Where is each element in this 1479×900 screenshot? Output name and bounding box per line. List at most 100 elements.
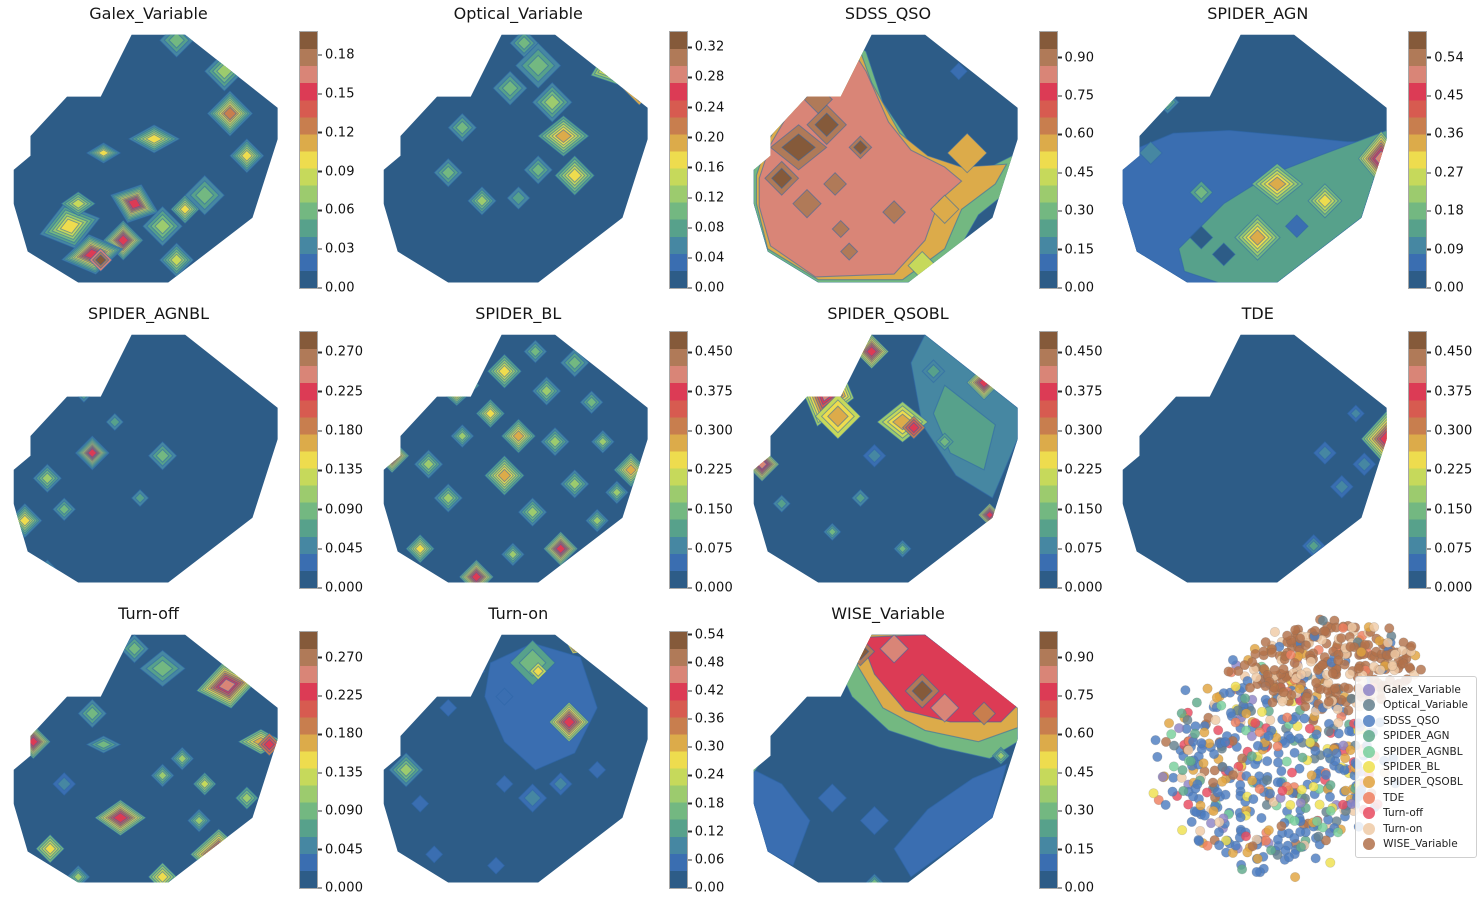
colorbar-tick-label: 0.30	[1064, 803, 1095, 819]
colorbar-tick: 0.48	[687, 655, 725, 670]
legend-item: WISE_Variable	[1363, 837, 1468, 850]
colorbar-tick-label: 0.270	[325, 344, 364, 360]
tick-mark	[1057, 508, 1062, 511]
colorbar-tick: 0.150	[1427, 502, 1472, 517]
colorbar-tick-label: 0.45	[1064, 165, 1095, 181]
colorbar-tick-label: 0.00	[1064, 280, 1095, 296]
colorbar-gradient	[299, 631, 318, 889]
colorbar-tick: 0.30	[1057, 204, 1095, 219]
colorbar-tick: 0.375	[687, 384, 733, 399]
colorbar-tick-label: 0.000	[325, 580, 364, 596]
colorbar-tick: 0.450	[687, 345, 733, 360]
colorbar-tick: 0.225	[318, 689, 363, 704]
tick-mark	[687, 548, 692, 550]
colorbar-tick-label: 0.54	[694, 627, 725, 643]
colorbar-tick-label: 0.32	[694, 39, 725, 55]
tick-mark	[1427, 351, 1432, 354]
panel-title: SPIDER_QSOBL	[827, 304, 949, 323]
tick-mark	[318, 656, 322, 659]
tick-mark	[1427, 133, 1432, 136]
contour-panel-spider-bl: SPIDER_BL 0.000 0.075 0.150 0.225 0.300 0.375 0…	[370, 300, 740, 600]
colorbar: 0.00 0.06 0.12 0.18 0.24 0.30 0.36 0.42 0.48 0.54	[668, 627, 735, 896]
colorbar-tick-label: 0.090	[325, 502, 364, 517]
tick-mark	[1427, 248, 1432, 251]
colorbar-tick-label: 0.45	[1434, 88, 1464, 104]
colorbar-tick: 0.270	[318, 650, 363, 665]
colorbar-tick-label: 0.045	[325, 541, 364, 557]
tick-mark	[318, 430, 322, 432]
tick-mark	[1057, 56, 1062, 59]
colorbar-tick-label: 0.270	[325, 650, 364, 666]
colorbar-tick: 0.03	[318, 242, 355, 257]
colorbar-tick-label: 0.180	[325, 423, 364, 439]
tick-mark	[687, 166, 692, 169]
colorbar-tick-label: 0.75	[1064, 88, 1095, 104]
colorbar-tick-label: 0.09	[325, 164, 355, 180]
colorbar-tick: 0.75	[1057, 688, 1095, 704]
contour-plot	[1122, 34, 1388, 283]
contour-panel-wise-variable: WISE_Variable 0.00 0.15 0.30 0.45 0.60 0.75 0.9…	[740, 600, 1110, 900]
tick-mark	[687, 859, 692, 861]
panel-body: 0.000 0.075 0.150 0.225 0.300 0.375 0.450	[1117, 329, 1474, 596]
tick-mark	[687, 351, 692, 354]
colorbar-tick: 0.300	[1427, 424, 1472, 439]
legend-item-label: Optical_Variable	[1383, 699, 1468, 712]
panel-title: SPIDER_BL	[475, 304, 562, 323]
colorbar-tick: 0.225	[687, 462, 733, 478]
tick-mark	[1427, 95, 1432, 97]
contour-plot	[753, 334, 1018, 583]
tick-mark	[687, 106, 692, 109]
colorbar-tick: 0.090	[318, 502, 363, 517]
colorbar-tick: 0.00	[1057, 280, 1095, 296]
tick-mark	[318, 810, 322, 812]
colorbar-tick: 0.375	[1427, 384, 1472, 399]
colorbar-tick-label: 0.18	[1434, 203, 1464, 219]
colorbar-tick-label: 0.03	[325, 241, 355, 257]
colorbar-tick: 0.15	[1057, 842, 1095, 857]
colorbar-tick: 0.090	[318, 804, 363, 819]
colorbar-tick-label: 0.225	[325, 384, 364, 400]
panel-title: TDE	[1241, 304, 1274, 323]
colorbar-tick-label: 0.150	[1434, 502, 1473, 517]
colorbar-tick: 0.08	[687, 220, 725, 235]
colorbar-tick-label: 0.18	[694, 796, 725, 812]
legend-item-label: SPIDER_BL	[1383, 760, 1440, 773]
colorbar-tick-label: 0.150	[694, 502, 733, 517]
panel-body: 0.00 0.15 0.30 0.45 0.60 0.75 0.90	[748, 29, 1105, 296]
colorbar-tick: 0.36	[1427, 127, 1464, 142]
tick-mark	[318, 548, 322, 550]
contour-panel-turn-off: Turn-off 0.000 0.045 0.090 0.135 0.180 0.225 0.…	[0, 600, 370, 900]
colorbar-tick-label: 0.15	[325, 86, 355, 102]
colorbar-tick-label: 0.225	[1064, 462, 1103, 478]
colorbar-tick-label: 0.06	[325, 202, 355, 218]
colorbar-tick-label: 0.090	[325, 803, 364, 819]
legend-swatch-icon	[1363, 776, 1376, 789]
colorbar-tick: 0.75	[1057, 88, 1095, 104]
legend-swatch-icon	[1363, 760, 1376, 773]
contour-plot	[1122, 334, 1388, 583]
tick-mark	[687, 774, 692, 777]
colorbar-tick: 0.15	[1057, 242, 1095, 257]
contour-plot	[383, 634, 648, 883]
colorbar-tick: 0.30	[1057, 803, 1095, 819]
colorbar-tick-label: 0.75	[1064, 688, 1095, 704]
tick-mark	[687, 661, 692, 664]
colorbar-tick: 0.24	[687, 100, 725, 115]
legend-swatch-icon	[1363, 714, 1376, 727]
legend-item: SPIDER_AGN	[1363, 730, 1468, 743]
tick-mark	[687, 587, 692, 589]
contour-panel-spider-agnbl: SPIDER_AGNBL 0.000 0.045 0.090 0.135 0.180 0.2…	[0, 300, 370, 600]
colorbar-tick: 0.000	[318, 881, 363, 896]
tick-mark	[687, 690, 692, 692]
legend-item-label: WISE_Variable	[1383, 837, 1458, 850]
tick-mark	[318, 695, 322, 697]
colorbar-tick-label: 0.27	[1434, 165, 1464, 181]
tick-mark	[687, 830, 692, 833]
colorbar-gradient	[1408, 31, 1428, 289]
colorbar-tick-label: 0.225	[694, 462, 733, 478]
legend-item-label: SPIDER_QSOBL	[1383, 776, 1463, 789]
colorbar-tick: 0.075	[687, 541, 733, 556]
colorbar-tick: 0.32	[687, 39, 725, 55]
tick-mark	[318, 170, 322, 173]
